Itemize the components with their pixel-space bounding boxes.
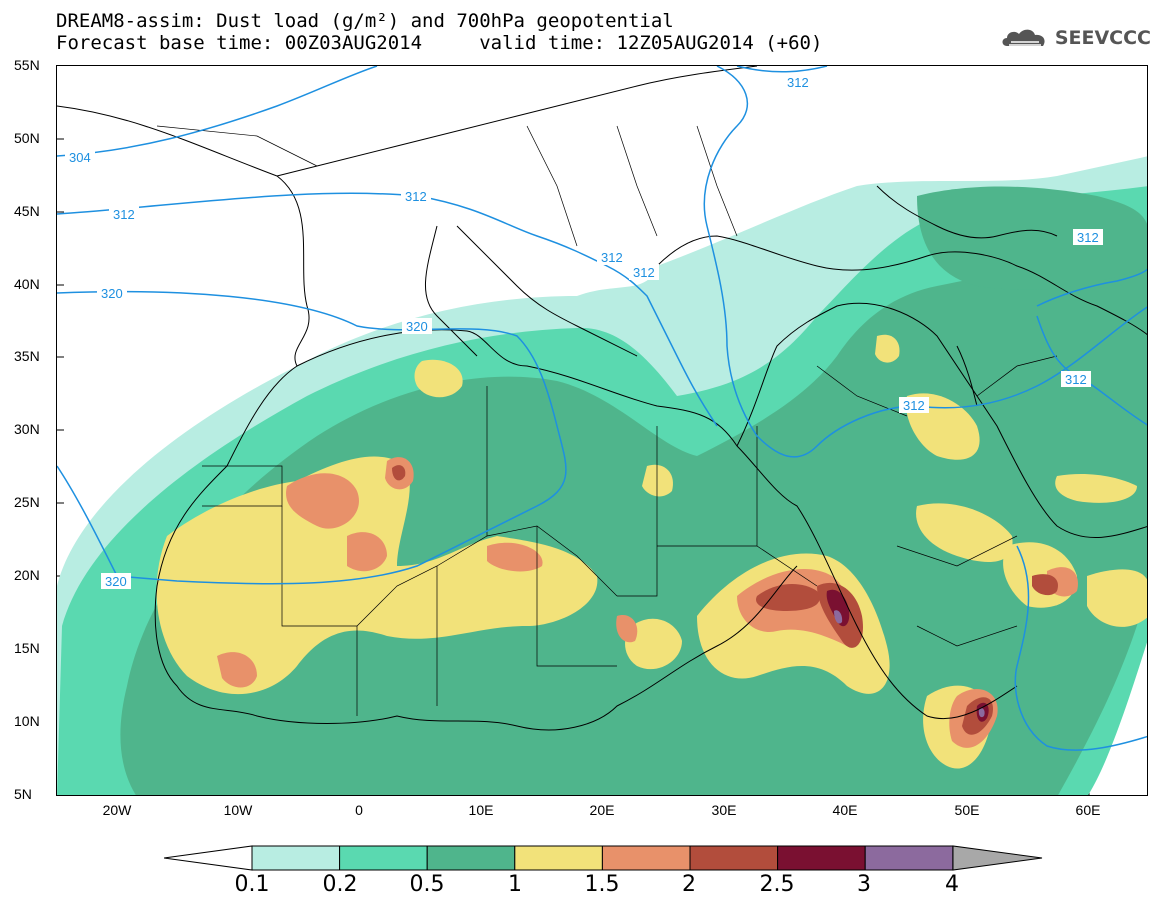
colorbar bbox=[164, 845, 1043, 871]
lat-label: 45N bbox=[14, 203, 40, 219]
colorbar-label: 3 bbox=[857, 872, 871, 897]
lon-label: 10E bbox=[468, 802, 494, 818]
dust-0.5-region bbox=[917, 186, 1147, 290]
forecast-time-subtitle: Forecast base time: 00Z03AUG2014 valid t… bbox=[56, 32, 823, 54]
colorbar-label: 1.5 bbox=[584, 872, 620, 897]
geopotential-contours bbox=[57, 66, 1147, 751]
lon-label: 10W bbox=[223, 802, 253, 818]
lat-label: 35N bbox=[14, 348, 40, 364]
contour-label: 312 bbox=[787, 75, 809, 90]
colorbar-cell bbox=[426, 845, 516, 871]
map-canvas: 304 312 312 312 320 320 320 312 312 312 … bbox=[57, 66, 1147, 795]
lon-label: 60E bbox=[1075, 802, 1101, 818]
lat-label: 15N bbox=[14, 640, 40, 656]
colorbar-cells bbox=[251, 845, 954, 871]
contour-labels: 304 312 312 312 320 320 320 312 312 312 … bbox=[65, 74, 1103, 589]
lon-label: 30E bbox=[711, 802, 737, 818]
contour-label: 304 bbox=[69, 150, 91, 165]
lon-label: 0 bbox=[355, 802, 363, 818]
lon-label: 20W bbox=[102, 802, 132, 818]
colorbar-label: 0.2 bbox=[322, 872, 358, 897]
colorbar-label: 0.5 bbox=[409, 872, 445, 897]
coastlines bbox=[57, 66, 1147, 731]
map-title: DREAM8-assim: Dust load (g/m²) and 700hP… bbox=[56, 10, 674, 32]
colorbar-label: 4 bbox=[945, 872, 959, 897]
contour-label: 312 bbox=[903, 398, 925, 413]
lat-label: 5N bbox=[14, 786, 32, 802]
colorbar-label: 0.1 bbox=[234, 872, 270, 897]
lat-label: 20N bbox=[14, 567, 40, 583]
lat-label: 25N bbox=[14, 494, 40, 510]
colorbar-cell bbox=[777, 845, 866, 871]
contour-label: 320 bbox=[406, 319, 428, 334]
colorbar-cell bbox=[251, 845, 341, 871]
contour-label: 320 bbox=[105, 574, 127, 589]
colorbar-cell bbox=[864, 845, 954, 871]
cloud-logo-icon bbox=[1002, 29, 1045, 46]
contour-label: 312 bbox=[1077, 230, 1099, 245]
colorbar-under-arrow bbox=[164, 845, 253, 871]
contour-label: 312 bbox=[113, 207, 135, 222]
dust-load-map: 304 312 312 312 320 320 320 312 312 312 … bbox=[56, 65, 1148, 796]
colorbar-over-arrow bbox=[952, 845, 1043, 871]
contour-label: 312 bbox=[1065, 372, 1087, 387]
dust-0.5-region bbox=[120, 261, 1147, 795]
lat-label: 50N bbox=[14, 130, 40, 146]
lon-label: 50E bbox=[954, 802, 980, 818]
lat-label: 10N bbox=[14, 713, 40, 729]
lat-label: 55N bbox=[14, 57, 40, 73]
lon-label: 20E bbox=[589, 802, 615, 818]
colorbar-cell bbox=[514, 845, 603, 871]
lat-label: 40N bbox=[14, 276, 40, 292]
colorbar-label: 2 bbox=[682, 872, 696, 897]
lon-label: 40E bbox=[832, 802, 858, 818]
colorbar-label: 1 bbox=[508, 872, 522, 897]
contour-label: 312 bbox=[633, 265, 655, 280]
lat-label: 30N bbox=[14, 421, 40, 437]
colorbar-cell bbox=[689, 845, 779, 871]
contour-label: 312 bbox=[601, 250, 623, 265]
logo-text: SEEVCCC bbox=[1054, 27, 1151, 49]
contour-label: 312 bbox=[405, 189, 427, 204]
country-borders bbox=[156, 125, 1058, 716]
colorbar-cell bbox=[339, 845, 428, 871]
colorbar-label: 2.5 bbox=[759, 872, 795, 897]
colorbar-cell bbox=[601, 845, 691, 871]
seevccc-logo: SEEVCCC bbox=[999, 26, 1151, 50]
contour-label: 320 bbox=[101, 286, 123, 301]
